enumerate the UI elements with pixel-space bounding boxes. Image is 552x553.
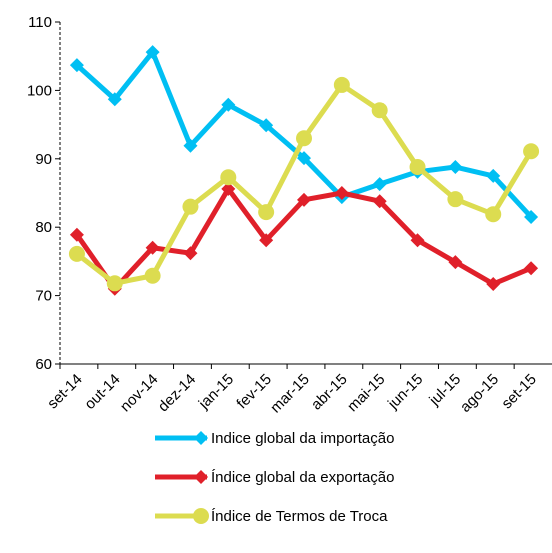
point [68,245,85,262]
point [409,159,426,176]
legend-marker [193,508,209,524]
point [485,206,502,223]
legend-label: Índice de Termos de Troca [211,508,388,525]
point [296,130,312,147]
point [258,204,275,221]
point [107,92,122,107]
y-tick-label: 60 [35,356,52,373]
x-tick-label: nov-14 [117,371,161,415]
point [183,246,198,261]
point [220,169,237,186]
x-tick-label: mar-15 [267,371,313,417]
point [259,233,274,248]
point [448,160,463,175]
point [372,194,387,209]
point [69,227,84,242]
point [145,240,160,255]
point [523,143,540,160]
point [144,267,161,284]
x-tick-label: set-14 [44,371,86,413]
point [524,209,539,224]
point [145,45,160,60]
point [371,102,388,119]
point [69,58,84,73]
point [333,76,350,93]
x-tick-label: jan-15 [195,371,237,413]
point [297,192,311,207]
x-tick-label: ago-15 [457,371,502,416]
point [259,118,274,133]
point [183,138,198,153]
x-tick-label: mai-15 [344,371,388,415]
legend-label: Índice global da exportação [211,469,394,486]
legend-label: Indice global da importação [211,430,394,447]
y-tick-label: 100 [27,82,52,99]
point [221,181,236,196]
y-tick-label: 80 [35,219,52,236]
point [297,151,311,166]
x-tick-label: set-15 [498,371,540,413]
x-tick-label: dez-14 [155,371,199,415]
point [486,276,501,291]
legend-marker [194,431,208,445]
x-tick-label: out-14 [81,371,123,413]
point [182,198,199,215]
point [372,177,387,192]
point [410,233,425,248]
point [524,261,539,276]
legend-marker [194,470,208,484]
point [334,186,349,200]
x-tick-label: jun-15 [384,371,426,413]
point [447,191,464,208]
x-tick-label: abr-15 [308,371,351,414]
point [486,168,501,183]
y-tick-label: 70 [35,288,52,305]
point [221,97,236,112]
y-tick-label: 90 [35,151,52,168]
y-tick-label: 110 [28,14,52,31]
point [448,255,463,270]
point [106,275,123,292]
